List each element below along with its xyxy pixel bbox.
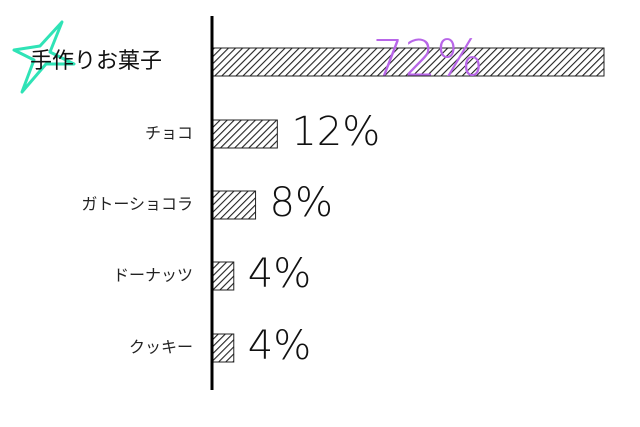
bar xyxy=(211,119,278,149)
value-label: 12% xyxy=(291,109,380,155)
bar xyxy=(211,47,605,77)
category-label: ガトーショコラ xyxy=(81,195,193,214)
value-label: 4% xyxy=(248,323,311,369)
category-label: ドーナッツ xyxy=(113,266,193,285)
bar xyxy=(211,261,235,291)
star-icon xyxy=(12,20,76,94)
value-label: 72% xyxy=(372,30,483,88)
category-label: クッキー xyxy=(129,338,193,357)
value-label: 4% xyxy=(248,251,311,297)
value-label: 8% xyxy=(270,180,333,226)
bar xyxy=(211,190,257,220)
category-label: チョコ xyxy=(145,124,193,143)
category-label: 手作りお菓子 xyxy=(30,49,162,74)
bar xyxy=(211,333,235,363)
